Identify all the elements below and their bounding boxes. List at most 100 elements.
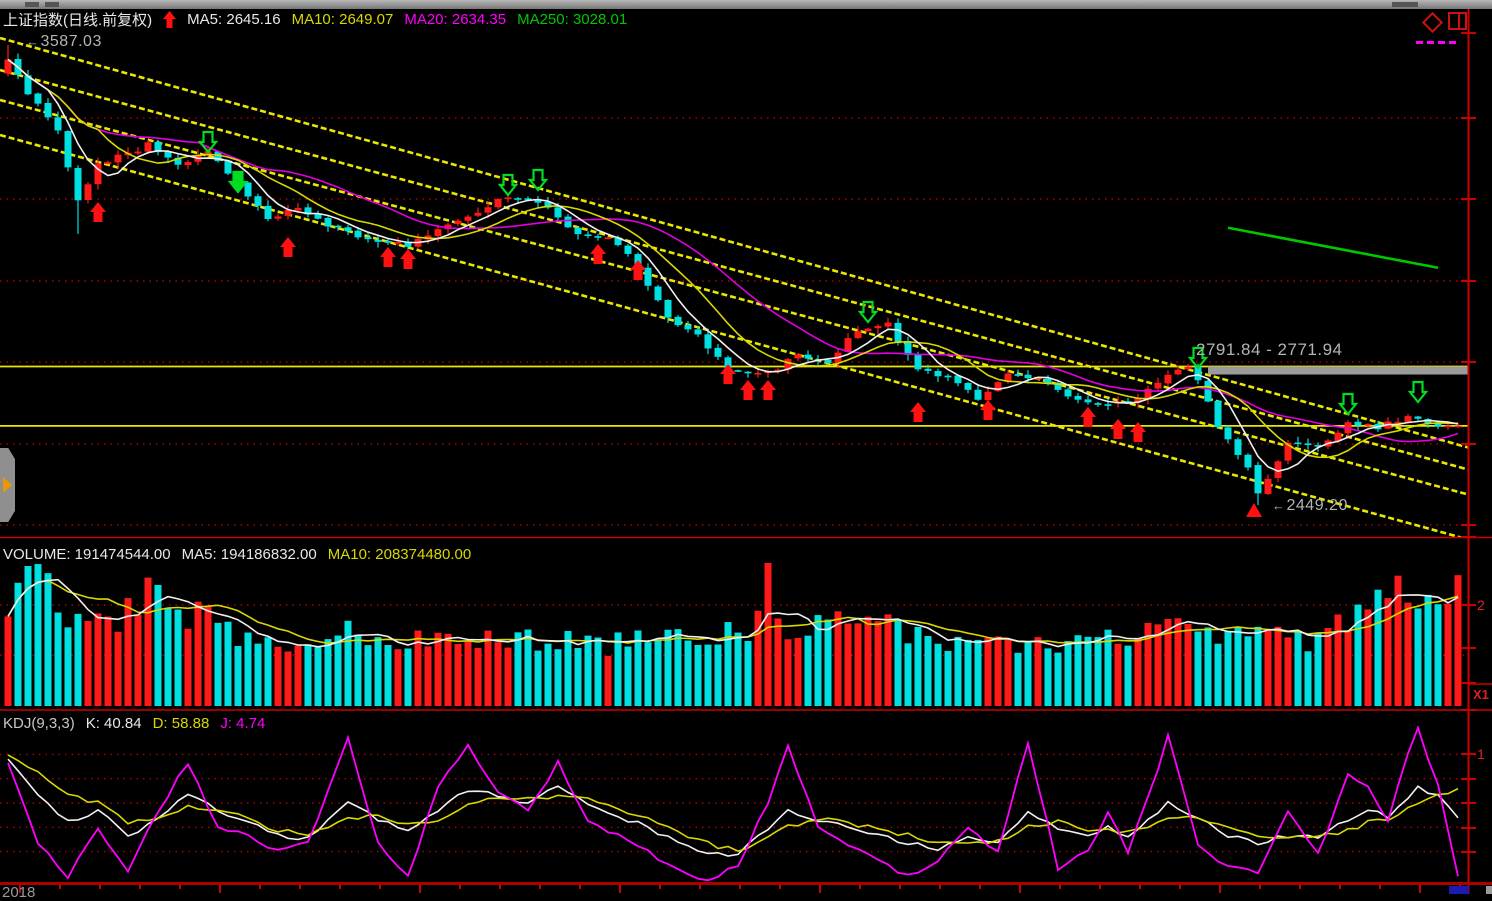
candle-body [804,354,812,359]
volume-bar [294,645,302,706]
candle-body [64,131,72,168]
topbar-notch [45,2,59,7]
volume-bar [364,645,372,706]
buy-signal-arrow [90,202,106,222]
high-price-label: ←3587.03 [26,33,102,50]
volume-bar [804,635,812,706]
diamond-tool-icon[interactable] [1421,11,1444,34]
kdj-d-line [7,754,1459,852]
buy-signal-arrow [1080,407,1096,427]
volume-ma5-value: MA5: 194186832.00 [181,545,317,563]
trend-channel-line [0,68,1468,471]
up-arrow-icon [163,10,177,28]
candle-body [674,316,682,326]
candle-body [344,227,352,232]
sidebar-expand-tab[interactable] [0,448,15,522]
scrollbar-fragment[interactable] [1449,886,1469,894]
candle-body [1034,378,1042,380]
candle-body [1244,454,1252,468]
candle-body [464,216,472,221]
candle-body [434,229,442,237]
volume-bar [264,637,272,706]
volume-bar [1004,638,1012,706]
candle-body [584,234,592,236]
volume-bar [1264,629,1272,706]
candle-body [1124,401,1132,403]
candle-body [984,391,992,401]
volume-bar [974,639,982,706]
volume-bar [64,627,72,706]
candle-body [1284,442,1292,461]
magenta-dash [1416,41,1423,44]
volume-bar [164,607,172,706]
volume-bar [1314,633,1322,706]
volume-bar [4,616,12,706]
volume-bar [114,631,122,706]
volume-bar [1124,645,1132,706]
candle-body [884,322,892,327]
candle-body [1314,445,1322,447]
volume-bar [564,631,572,706]
candle-body [1084,399,1092,403]
volume-bar [274,646,282,706]
candle-body [364,237,372,240]
candle-body [1434,423,1442,427]
candle-body [914,354,922,370]
candle-body [1234,439,1242,455]
volume-value: VOLUME: 191474544.00 [3,545,171,563]
gap-zone-label: 2791.84 - 2771.94 [1196,340,1343,359]
candle-body [1304,443,1312,446]
candle-body [1094,403,1102,405]
volume-bar [194,601,202,706]
volume-bar [1374,589,1382,706]
candle-body [564,216,572,228]
candle-body [1334,432,1342,442]
volume-bar [1214,643,1222,706]
candle-body [94,163,102,185]
kdj-title: KDJ(9,3,3) [3,714,75,732]
sell-signal-arrow [1187,346,1209,370]
gap-zone-bar [1208,366,1468,375]
volume-bar [824,619,832,706]
buy-signal-arrow [910,402,926,422]
candle-body [164,151,172,158]
candle-body [1154,382,1162,389]
candle-body [1204,380,1212,402]
volume-bar [1114,643,1122,706]
volume-bar [414,630,422,706]
candle-body [24,75,32,95]
volume-bar [224,621,232,706]
candle-body [844,338,852,353]
volume-bar [54,612,62,706]
volume-bar [584,635,592,706]
candle-body [1014,374,1022,376]
candle-body [954,375,962,384]
volume-bar [1054,652,1062,706]
candle-body [44,102,52,118]
candle-body [354,230,362,238]
kdj-axis-label-clipped: 1 [1477,746,1485,762]
trend-channel-line [0,133,1465,537]
ma20-line [7,58,1459,443]
candle-body [854,331,862,339]
volume-bar [764,563,772,706]
magenta-dash [1438,41,1445,44]
candle-body [1414,416,1422,419]
volume-bar [284,651,292,706]
candle-body [1424,419,1432,424]
split-window-icon[interactable] [1448,12,1467,30]
zoom-level-x1[interactable]: X1 [1473,687,1489,702]
volume-bar [814,615,822,706]
buy-signal-arrow [380,247,396,267]
volume-bar [1094,637,1102,706]
volume-bar [214,622,222,706]
volume-bar [894,619,902,706]
volume-bar [1234,626,1242,706]
candle-body [54,117,62,131]
sell-signal-arrow [227,170,249,194]
candle-body [1194,366,1202,381]
volume-bar [534,650,542,706]
volume-bar [1324,628,1332,706]
candle-body [924,368,932,371]
kdj-j-value: J: 4.74 [220,714,266,732]
